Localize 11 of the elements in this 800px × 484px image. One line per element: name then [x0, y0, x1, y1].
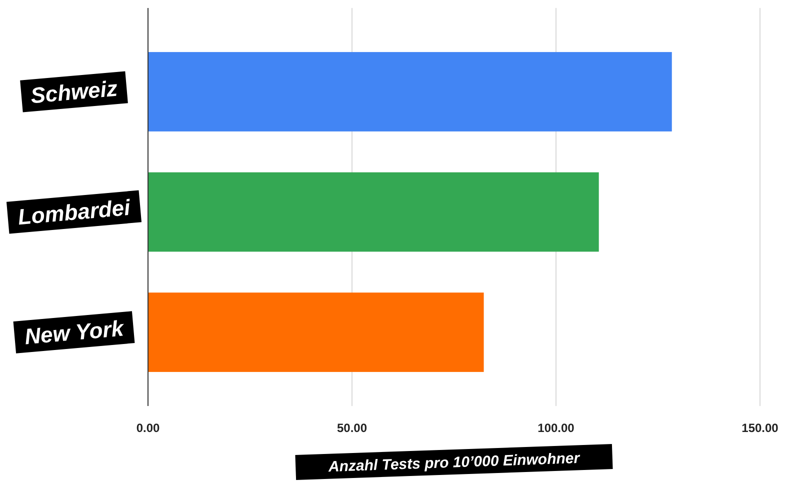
bar [148, 52, 672, 132]
y-tick-label: Schweiz [30, 76, 118, 108]
bar [148, 292, 484, 372]
x-axis-title: Anzahl Tests pro 10’000 Einwohner [327, 450, 581, 476]
x-tick-label: 100.00 [538, 421, 575, 435]
x-tick-label: 150.00 [742, 421, 779, 435]
x-tick-label: 0.00 [136, 421, 160, 435]
y-tick-label: Lombardei [16, 194, 132, 230]
y-tick-label: New York [24, 316, 126, 350]
x-tick-label: 50.00 [336, 421, 368, 435]
bar [148, 172, 599, 252]
